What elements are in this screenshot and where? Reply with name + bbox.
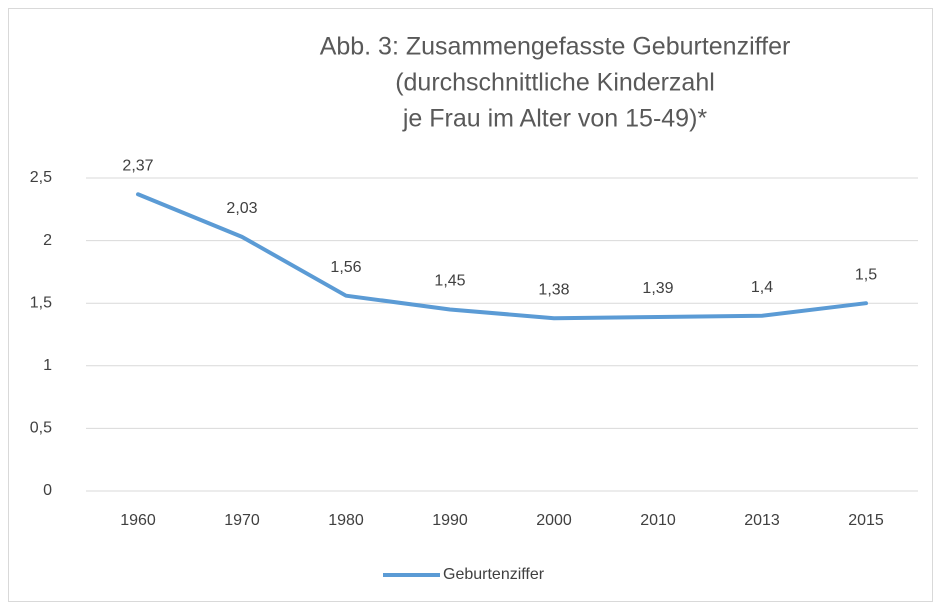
data-label: 1,38: [538, 281, 569, 298]
data-label: 1,39: [642, 280, 673, 297]
data-label: 1,5: [855, 266, 877, 283]
y-tick-label: 1,5: [30, 294, 52, 311]
x-tick-label: 2015: [848, 512, 884, 529]
x-tick-label: 1960: [120, 512, 156, 529]
chart-frame: [8, 8, 933, 602]
data-label: 1,56: [330, 259, 361, 276]
x-tick-label: 2010: [640, 512, 676, 529]
x-tick-label: 1990: [432, 512, 468, 529]
y-tick-label: 2,5: [30, 169, 52, 186]
legend-label: Geburtenziffer: [443, 566, 545, 583]
x-tick-label: 2013: [744, 512, 780, 529]
data-label: 2,37: [122, 157, 153, 174]
x-tick-label: 2000: [536, 512, 572, 529]
y-tick-label: 0,5: [30, 420, 52, 437]
y-tick-label: 0: [43, 482, 52, 499]
data-label: 1,45: [434, 273, 465, 290]
chart-title: Abb. 3: Zusammengefasste Geburtenziffer: [320, 33, 791, 61]
y-tick-label: 1: [43, 357, 52, 374]
y-tick-label: 2: [43, 232, 52, 249]
data-line: [136, 192, 868, 321]
x-tick-label: 1970: [224, 512, 260, 529]
x-tick-label: 1980: [328, 512, 364, 529]
chart-title: (durchschnittliche Kinderzahl: [395, 69, 715, 97]
chart-title: je Frau im Alter von 15-49)*: [402, 105, 708, 133]
data-label: 1,4: [751, 279, 773, 296]
data-label: 2,03: [226, 200, 257, 217]
